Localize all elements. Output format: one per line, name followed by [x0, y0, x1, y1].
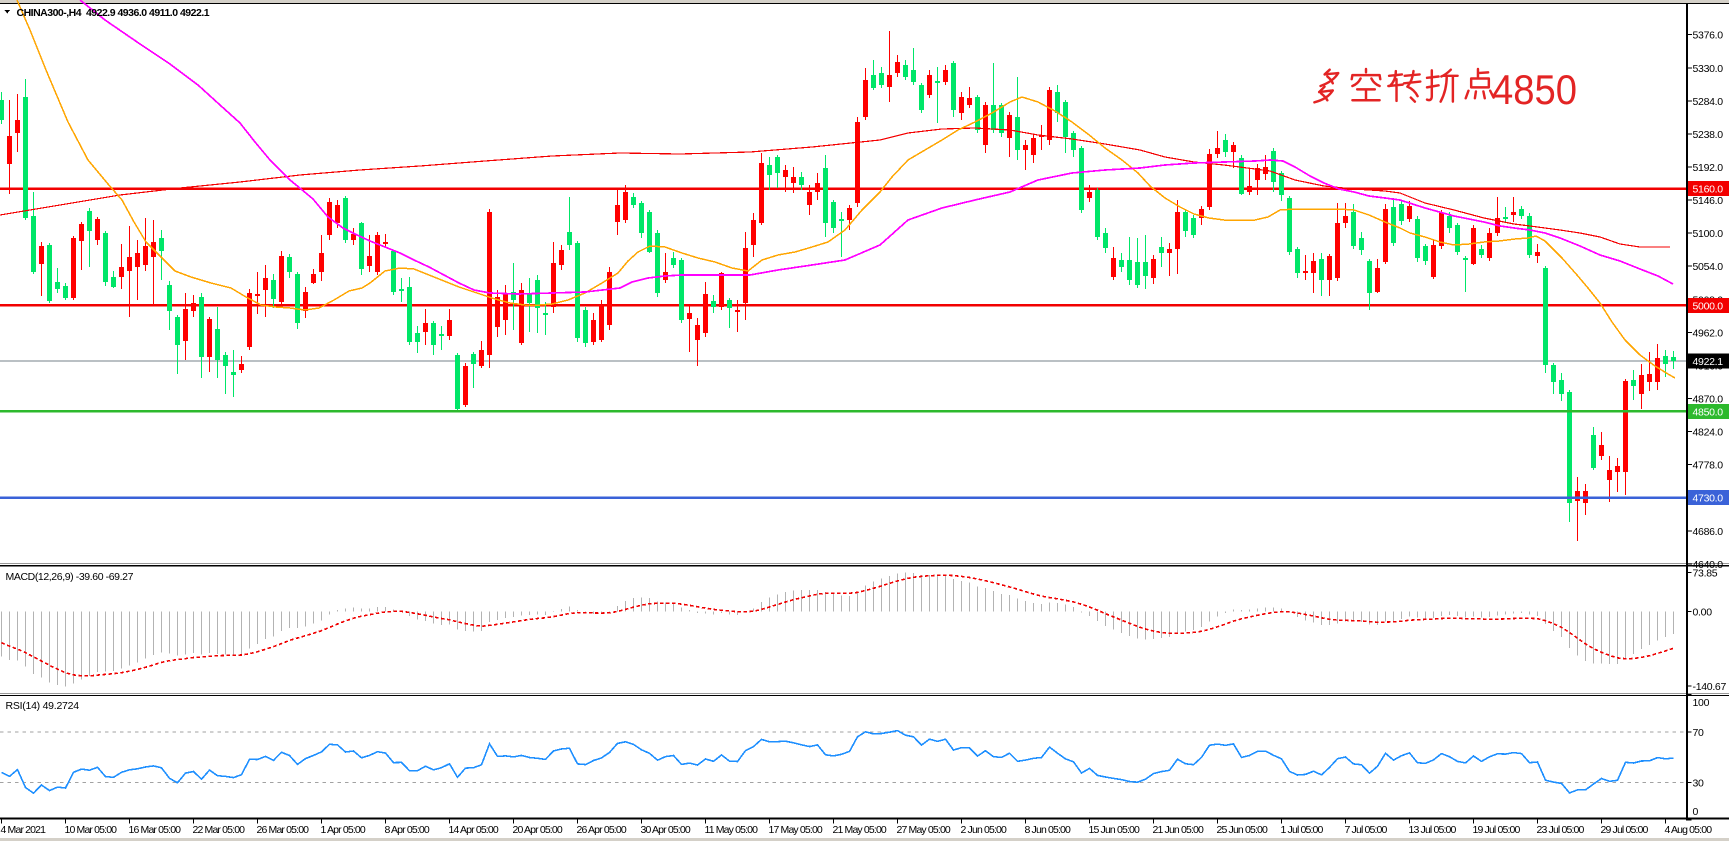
svg-text:22 Mar 05:00: 22 Mar 05:00	[193, 824, 246, 836]
svg-text:2 Jun 05:00: 2 Jun 05:00	[961, 824, 1008, 836]
svg-text:29 Jul 05:00: 29 Jul 05:00	[1601, 824, 1649, 836]
svg-text:5000.0: 5000.0	[1693, 300, 1724, 312]
svg-text:15 Jun 05:00: 15 Jun 05:00	[1089, 824, 1141, 836]
svg-text:0.00: 0.00	[1693, 607, 1713, 619]
svg-text:5284.0: 5284.0	[1693, 96, 1724, 108]
svg-text:30 Apr 05:00: 30 Apr 05:00	[641, 824, 691, 836]
svg-text:73.85: 73.85	[1693, 568, 1718, 580]
svg-text:14 Apr 05:00: 14 Apr 05:00	[449, 824, 499, 836]
svg-text:5100.0: 5100.0	[1693, 228, 1724, 240]
svg-text:13 Jul 05:00: 13 Jul 05:00	[1409, 824, 1457, 836]
svg-text:MACD(12,26,9) -39.60 -69.27: MACD(12,26,9) -39.60 -69.27	[6, 571, 134, 583]
svg-text:25 Jun 05:00: 25 Jun 05:00	[1217, 824, 1269, 836]
svg-text:4850: 4850	[1492, 66, 1577, 113]
svg-text:26 Mar 05:00: 26 Mar 05:00	[257, 824, 310, 836]
svg-text:100: 100	[1693, 697, 1710, 709]
svg-text:RSI(14) 49.2724: RSI(14) 49.2724	[6, 700, 80, 712]
svg-text:4686.0: 4686.0	[1693, 526, 1724, 538]
svg-text:4850.0: 4850.0	[1693, 406, 1724, 418]
svg-text:CHINA300-,H4 4922.9 4936.0 49: CHINA300-,H4 4922.9 4936.0 4911.0 4922.1	[17, 7, 210, 19]
svg-text:27 May 05:00: 27 May 05:00	[897, 824, 951, 836]
svg-text:4962.0: 4962.0	[1693, 327, 1724, 339]
svg-text:0: 0	[1693, 806, 1699, 818]
svg-text:4 Aug 05:00: 4 Aug 05:00	[1665, 824, 1713, 836]
svg-text:16 Mar 05:00: 16 Mar 05:00	[129, 824, 182, 836]
svg-text:10 Mar 05:00: 10 Mar 05:00	[65, 824, 118, 836]
svg-text:4640.0: 4640.0	[1693, 559, 1724, 571]
svg-text:19 Jul 05:00: 19 Jul 05:00	[1473, 824, 1521, 836]
svg-text:5238.0: 5238.0	[1693, 129, 1724, 141]
svg-text:4730.0: 4730.0	[1693, 493, 1724, 505]
svg-text:1 Jul 05:00: 1 Jul 05:00	[1281, 824, 1324, 836]
svg-text:-140.67: -140.67	[1693, 681, 1727, 693]
svg-text:30: 30	[1693, 777, 1705, 789]
svg-text:4922.1: 4922.1	[1693, 356, 1724, 368]
svg-text:17 May 05:00: 17 May 05:00	[769, 824, 823, 836]
svg-text:4824.0: 4824.0	[1693, 427, 1724, 439]
svg-text:5376.0: 5376.0	[1693, 30, 1724, 42]
svg-text:1 Apr 05:00: 1 Apr 05:00	[321, 824, 366, 836]
svg-text:5160.0: 5160.0	[1693, 184, 1724, 196]
svg-text:8 Apr 05:00: 8 Apr 05:00	[385, 824, 430, 836]
svg-text:8 Jun 05:00: 8 Jun 05:00	[1025, 824, 1072, 836]
svg-text:4870.0: 4870.0	[1693, 394, 1724, 406]
svg-text:21 May 05:00: 21 May 05:00	[833, 824, 887, 836]
svg-text:5192.0: 5192.0	[1693, 162, 1724, 174]
svg-text:4778.0: 4778.0	[1693, 460, 1724, 472]
svg-text:26 Apr 05:00: 26 Apr 05:00	[577, 824, 627, 836]
svg-text:4 Mar 2021: 4 Mar 2021	[1, 824, 47, 836]
svg-text:70: 70	[1693, 727, 1705, 739]
svg-text:5054.0: 5054.0	[1693, 261, 1724, 273]
svg-text:7 Jul 05:00: 7 Jul 05:00	[1345, 824, 1388, 836]
svg-text:20 Apr 05:00: 20 Apr 05:00	[513, 824, 563, 836]
svg-text:5330.0: 5330.0	[1693, 63, 1724, 75]
svg-text:23 Jul 05:00: 23 Jul 05:00	[1537, 824, 1585, 836]
svg-text:11 May 05:00: 11 May 05:00	[705, 824, 759, 836]
svg-text:5146.0: 5146.0	[1693, 195, 1724, 207]
svg-text:21 Jun 05:00: 21 Jun 05:00	[1153, 824, 1205, 836]
